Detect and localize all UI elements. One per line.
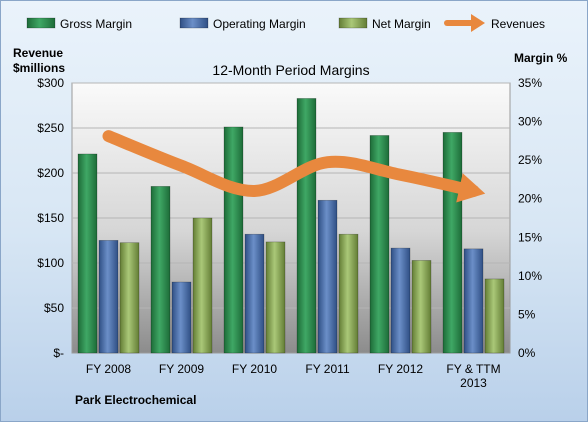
- right-tick-label: 10%: [518, 269, 542, 283]
- x-tick-label: FY 2012: [378, 362, 423, 376]
- operating-margin-bar: [317, 199, 338, 354]
- x-tick-label: FY 2008: [86, 362, 131, 376]
- right-tick-label: 30%: [518, 115, 542, 129]
- gross-margin-bar: [296, 98, 317, 354]
- company-name: Park Electrochemical: [75, 393, 196, 407]
- right-axis-ticks: 0% 5% 10% 15% 20% 25% 30% 35%: [518, 76, 542, 360]
- right-tick-label: 25%: [518, 153, 542, 167]
- right-tick-label: 0%: [518, 346, 536, 360]
- chart-title: 12-Month Period Margins: [212, 62, 369, 78]
- gross-margin-bar: [150, 186, 171, 354]
- left-axis-title-line1: Revenue: [13, 46, 63, 60]
- net-margin-bar: [338, 233, 359, 354]
- legend-net-margin-label: Net Margin: [372, 17, 431, 31]
- x-tick-label: FY & TTM: [446, 362, 500, 376]
- x-tick-label: FY 2011: [305, 362, 350, 376]
- revenue-arrowhead: [456, 173, 486, 203]
- legend-gross-margin-swatch: [26, 17, 56, 29]
- right-tick-label: 20%: [518, 192, 542, 206]
- left-tick-label: $300: [37, 76, 64, 90]
- gross-margin-bar: [369, 135, 390, 354]
- operating-margin-bar: [463, 248, 484, 354]
- left-tick-label: $200: [37, 166, 64, 180]
- left-tick-label: $150: [37, 211, 64, 225]
- legend-revenues-arrow: [471, 14, 485, 32]
- net-margin-bar: [484, 278, 505, 354]
- right-tick-label: 35%: [518, 76, 542, 90]
- gross-margin-bar: [77, 153, 98, 354]
- x-tick-label: 2013: [460, 376, 487, 390]
- net-margin-bar: [192, 217, 213, 354]
- net-margin-bar: [119, 242, 140, 354]
- x-axis-ticks: FY 2008 FY 2009 FY 2010 FY 2011 FY 2012 FY & …: [86, 362, 501, 390]
- legend-net-margin-swatch: [338, 17, 368, 29]
- gridlines: [72, 82, 510, 309]
- revenue-line-path: [102, 130, 480, 198]
- right-axis-title: Margin %: [514, 51, 568, 65]
- net-margin-bar: [411, 260, 432, 354]
- gross-margin-bar: [442, 132, 463, 354]
- left-tick-label: $100: [37, 256, 64, 270]
- right-tick-label: 5%: [518, 307, 536, 321]
- legend-operating-margin-label: Operating Margin: [213, 17, 306, 31]
- operating-margin-bar: [390, 247, 411, 354]
- revenue-line: [102, 130, 486, 203]
- x-tick-label: FY 2009: [159, 362, 204, 376]
- left-tick-label: $50: [44, 301, 64, 315]
- gross-margin-bar: [223, 126, 244, 354]
- x-tick-label: FY 2010: [232, 362, 277, 376]
- left-tick-label: $-: [53, 346, 64, 360]
- left-tick-label: $250: [37, 121, 64, 135]
- legend-revenues-label: Revenues: [491, 17, 545, 31]
- legend: Gross Margin Operating Margin Net Margin Re…: [26, 14, 545, 32]
- legend-gross-margin-label: Gross Margin: [60, 17, 132, 31]
- operating-margin-bar: [244, 233, 265, 354]
- left-axis-title-line2: $millions: [13, 61, 65, 75]
- operating-margin-bar: [171, 281, 192, 354]
- left-axis-ticks: $- $50 $100 $150 $200 $250 $300: [37, 76, 64, 360]
- legend-operating-margin-swatch: [179, 17, 209, 29]
- right-tick-label: 15%: [518, 230, 542, 244]
- operating-margin-bar: [98, 240, 119, 354]
- net-margin-bar: [265, 241, 286, 354]
